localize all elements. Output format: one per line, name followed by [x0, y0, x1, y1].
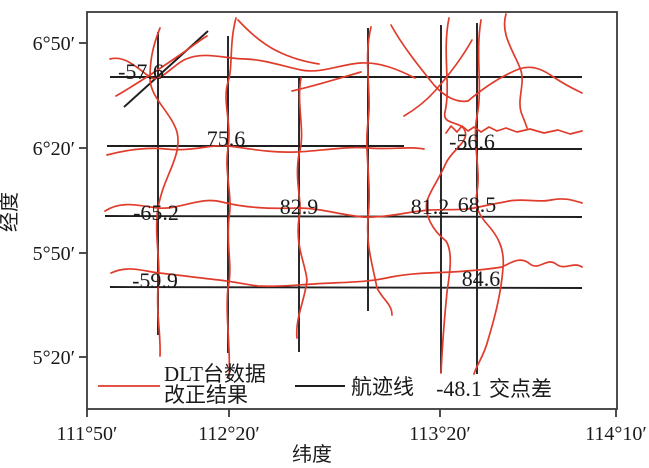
- legend-crossover-label: 交点差: [489, 377, 552, 401]
- x-tick-label: 111°50′: [57, 423, 118, 445]
- track-line-black: [104, 215, 583, 218]
- track-line-red: [225, 17, 237, 378]
- track-line-black-diagonal: [123, 30, 209, 108]
- crossover-value: 81.2: [411, 194, 450, 219]
- track-line-red: [115, 35, 208, 97]
- track-line-red: [467, 66, 583, 102]
- track-line-red: [390, 24, 469, 103]
- crossover-value: 84.6: [462, 266, 501, 291]
- track-line-red: [473, 19, 505, 375]
- y-tick-label: 6°50′: [33, 33, 75, 55]
- legend-red-label-line2: 改正结果: [164, 383, 248, 407]
- track-line-red: [365, 26, 393, 316]
- track-line-red: [295, 77, 308, 339]
- x-tick-label: 112°20′: [198, 423, 260, 445]
- crossover-value: 68.5: [458, 192, 497, 217]
- plot-border: [86, 11, 618, 410]
- track-line-red: [237, 19, 320, 65]
- crossover-value: -59.9: [132, 268, 178, 293]
- track-line-red: [291, 71, 362, 92]
- track-line-red: [403, 39, 473, 117]
- track-line-red: [149, 27, 179, 357]
- y-tick-label: 6°20′: [33, 138, 75, 160]
- x-axis-title: 纬度: [292, 443, 332, 466]
- y-tick-label: 5°20′: [33, 347, 75, 369]
- crossover-value: 82.9: [280, 194, 319, 219]
- x-tick-label: 113°20′: [409, 423, 471, 445]
- y-tick-label: 5°50′: [33, 243, 75, 265]
- crossover-value: 75.6: [207, 126, 246, 151]
- track-line-red: [425, 17, 467, 374]
- x-tick-label: 114°10′: [585, 423, 647, 445]
- track-line-red: [104, 198, 583, 218]
- legend-crossover-example-value: -48.1: [436, 376, 482, 401]
- legend-red-label-line1: DLT台数据: [164, 362, 266, 386]
- track-line-red: [110, 259, 583, 288]
- crossover-value: -56.6: [449, 129, 495, 154]
- legend-black-label: 航迹线: [351, 375, 414, 399]
- y-axis-title: 经度: [0, 192, 21, 232]
- crossover-value: -65.2: [133, 200, 179, 225]
- track-line-red: [106, 144, 425, 156]
- crossover-value: -57.6: [118, 59, 164, 84]
- track-line-red: [503, 13, 528, 129]
- track-line-black: [109, 286, 583, 289]
- track-line-red: [445, 125, 583, 135]
